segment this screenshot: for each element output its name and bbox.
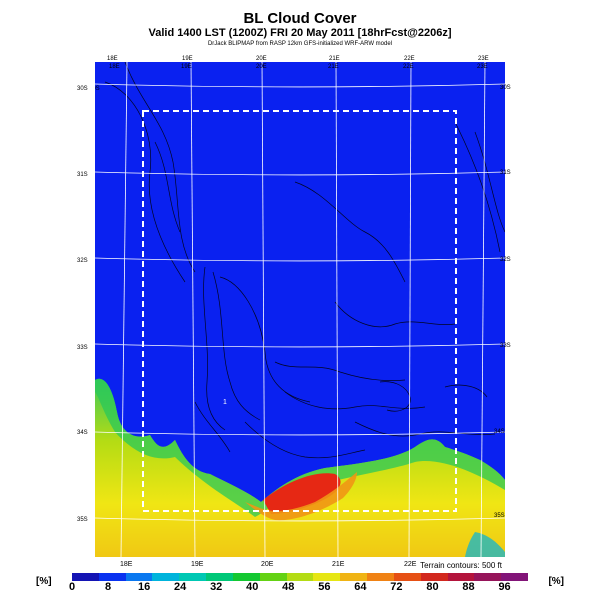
colorbar-unit-right: [%] (548, 576, 564, 587)
lat-left-label: 32S (77, 258, 88, 264)
colorbar-tick-label: 8 (104, 581, 112, 593)
lon-top-label: 19E (181, 64, 192, 70)
red-peak-band (263, 473, 341, 514)
lon-top-label: 18E (109, 64, 120, 70)
colorbar-tick-label: 64 (354, 581, 367, 593)
colorbar-swatch (206, 573, 234, 581)
lon-top-label: 18E (107, 56, 118, 62)
point-label: 1 (223, 399, 227, 406)
map-subtitle: Valid 1400 LST (1200Z) FRI 20 May 2011 [… (148, 27, 452, 39)
colorbar-swatch (259, 573, 288, 581)
colorbar-swatch (286, 573, 314, 581)
colorbar-tick-label: 80 (426, 581, 439, 593)
lat-right-label: 31S (500, 170, 511, 176)
lon-bottom-label: 20E (261, 561, 274, 568)
colorbar-swatch (420, 573, 449, 581)
colorbar-swatch (367, 573, 395, 581)
terrain-contours (104, 62, 505, 459)
cloud-cover-map: 18E 19E 20E 21E 22E 23E 18E 30S 1 (95, 62, 505, 557)
colorbar-swatch (447, 573, 475, 581)
lon-bottom-label: 22E (404, 561, 417, 568)
lon-top-label: 20E (256, 56, 267, 62)
colorbar-tick-label: 40 (246, 581, 259, 593)
colorbar-swatch (313, 573, 341, 581)
colorbar-tick-label: 0 (68, 581, 76, 593)
lat-left-label: 30S (77, 86, 88, 92)
colorbar-unit-left: [%] (36, 576, 52, 587)
colorbar-tick-label: 72 (390, 581, 403, 593)
lon-top-label: 21E (329, 56, 340, 62)
lat-lon-grid (95, 62, 505, 557)
colorbar-tick-label: 24 (174, 581, 187, 593)
colorbar-tick-label: 16 (137, 581, 151, 593)
lon-top-label: 20E (256, 64, 267, 70)
colorbar-swatch (98, 573, 127, 581)
colorbar (72, 573, 529, 581)
map-title: BL Cloud Cover (243, 10, 357, 27)
lon-top-label: 22E (403, 64, 414, 70)
lat-left-label: 35S (77, 517, 88, 523)
map-canvas: 18E 19E 20E 21E 22E 23E 18E 30S 1 (95, 62, 505, 557)
lat-right-label: 35S (494, 513, 505, 519)
lat-left-label: 30S (95, 86, 100, 92)
lon-bottom-label: 19E (191, 561, 204, 568)
colorbar-tick-label: 88 (462, 581, 475, 593)
lon-top-label: 21E (328, 64, 339, 70)
map-credit: DrJack BLIPMAP from RASP 12km GFS-initia… (207, 41, 393, 47)
lat-left-label: 33S (77, 345, 88, 351)
inner-domain-boundary (142, 110, 457, 512)
lon-bottom-label: 18E (120, 561, 133, 568)
lat-left-label: 34S (77, 430, 88, 436)
colorbar-swatch (501, 573, 529, 581)
colorbar-swatch (340, 573, 368, 581)
lat-right-label: 30S (500, 85, 511, 91)
lon-top-label: 23E (478, 56, 489, 62)
colorbar-swatch (72, 573, 100, 581)
colorbar-swatch (179, 573, 207, 581)
colorbar-swatch (152, 573, 180, 581)
lon-top-label: 22E (404, 56, 415, 62)
lat-left-label: 31S (77, 172, 88, 178)
colorbar-tick-label: 96 (498, 581, 511, 593)
colorbar-swatch (125, 573, 153, 581)
colorbar-tick-labels: 0 8 16 24 32 40 48 56 64 72 80 88 96 (68, 581, 528, 595)
colorbar-tick-label: 32 (210, 581, 223, 593)
lon-top-label: 19E (182, 56, 193, 62)
colorbar-tick-label: 48 (282, 581, 295, 593)
lon-bottom-label: 21E (332, 561, 345, 568)
lon-top-label: 23E (477, 64, 488, 70)
orange-peak-band (245, 472, 357, 521)
colorbar-swatch (232, 573, 261, 581)
blue-coast-patch (465, 532, 505, 557)
lat-right-label: 32S (500, 257, 511, 263)
lat-right-label: 33S (500, 343, 511, 349)
colorbar-swatch (393, 573, 422, 581)
colorbar-swatch (474, 573, 502, 581)
terrain-contour-note: Terrain contours: 500 ft (420, 561, 502, 570)
lat-right-label: 34S (494, 429, 505, 435)
coastal-cloud-region (95, 378, 505, 557)
colorbar-tick-label: 56 (318, 581, 331, 593)
